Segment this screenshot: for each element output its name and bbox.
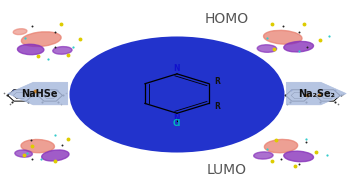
Ellipse shape — [13, 29, 27, 35]
Ellipse shape — [264, 30, 302, 44]
Ellipse shape — [53, 47, 72, 54]
Ellipse shape — [284, 41, 314, 52]
Ellipse shape — [17, 44, 44, 55]
Polygon shape — [8, 82, 68, 105]
Text: HOMO: HOMO — [204, 12, 249, 26]
Ellipse shape — [21, 32, 61, 46]
Polygon shape — [286, 82, 346, 105]
Text: Na₂Se₂: Na₂Se₂ — [298, 89, 335, 98]
Ellipse shape — [21, 139, 55, 153]
Text: Cl: Cl — [173, 119, 181, 128]
Text: N: N — [174, 64, 180, 73]
Ellipse shape — [284, 151, 314, 162]
Ellipse shape — [15, 150, 32, 157]
Text: NaHSe: NaHSe — [21, 89, 58, 98]
Ellipse shape — [257, 45, 276, 52]
Ellipse shape — [254, 152, 273, 159]
Text: LUMO: LUMO — [206, 163, 246, 177]
Text: R: R — [215, 101, 221, 111]
Circle shape — [71, 38, 283, 151]
Ellipse shape — [264, 139, 298, 153]
Text: R: R — [215, 77, 221, 86]
Ellipse shape — [42, 150, 69, 161]
Text: N: N — [174, 114, 180, 123]
